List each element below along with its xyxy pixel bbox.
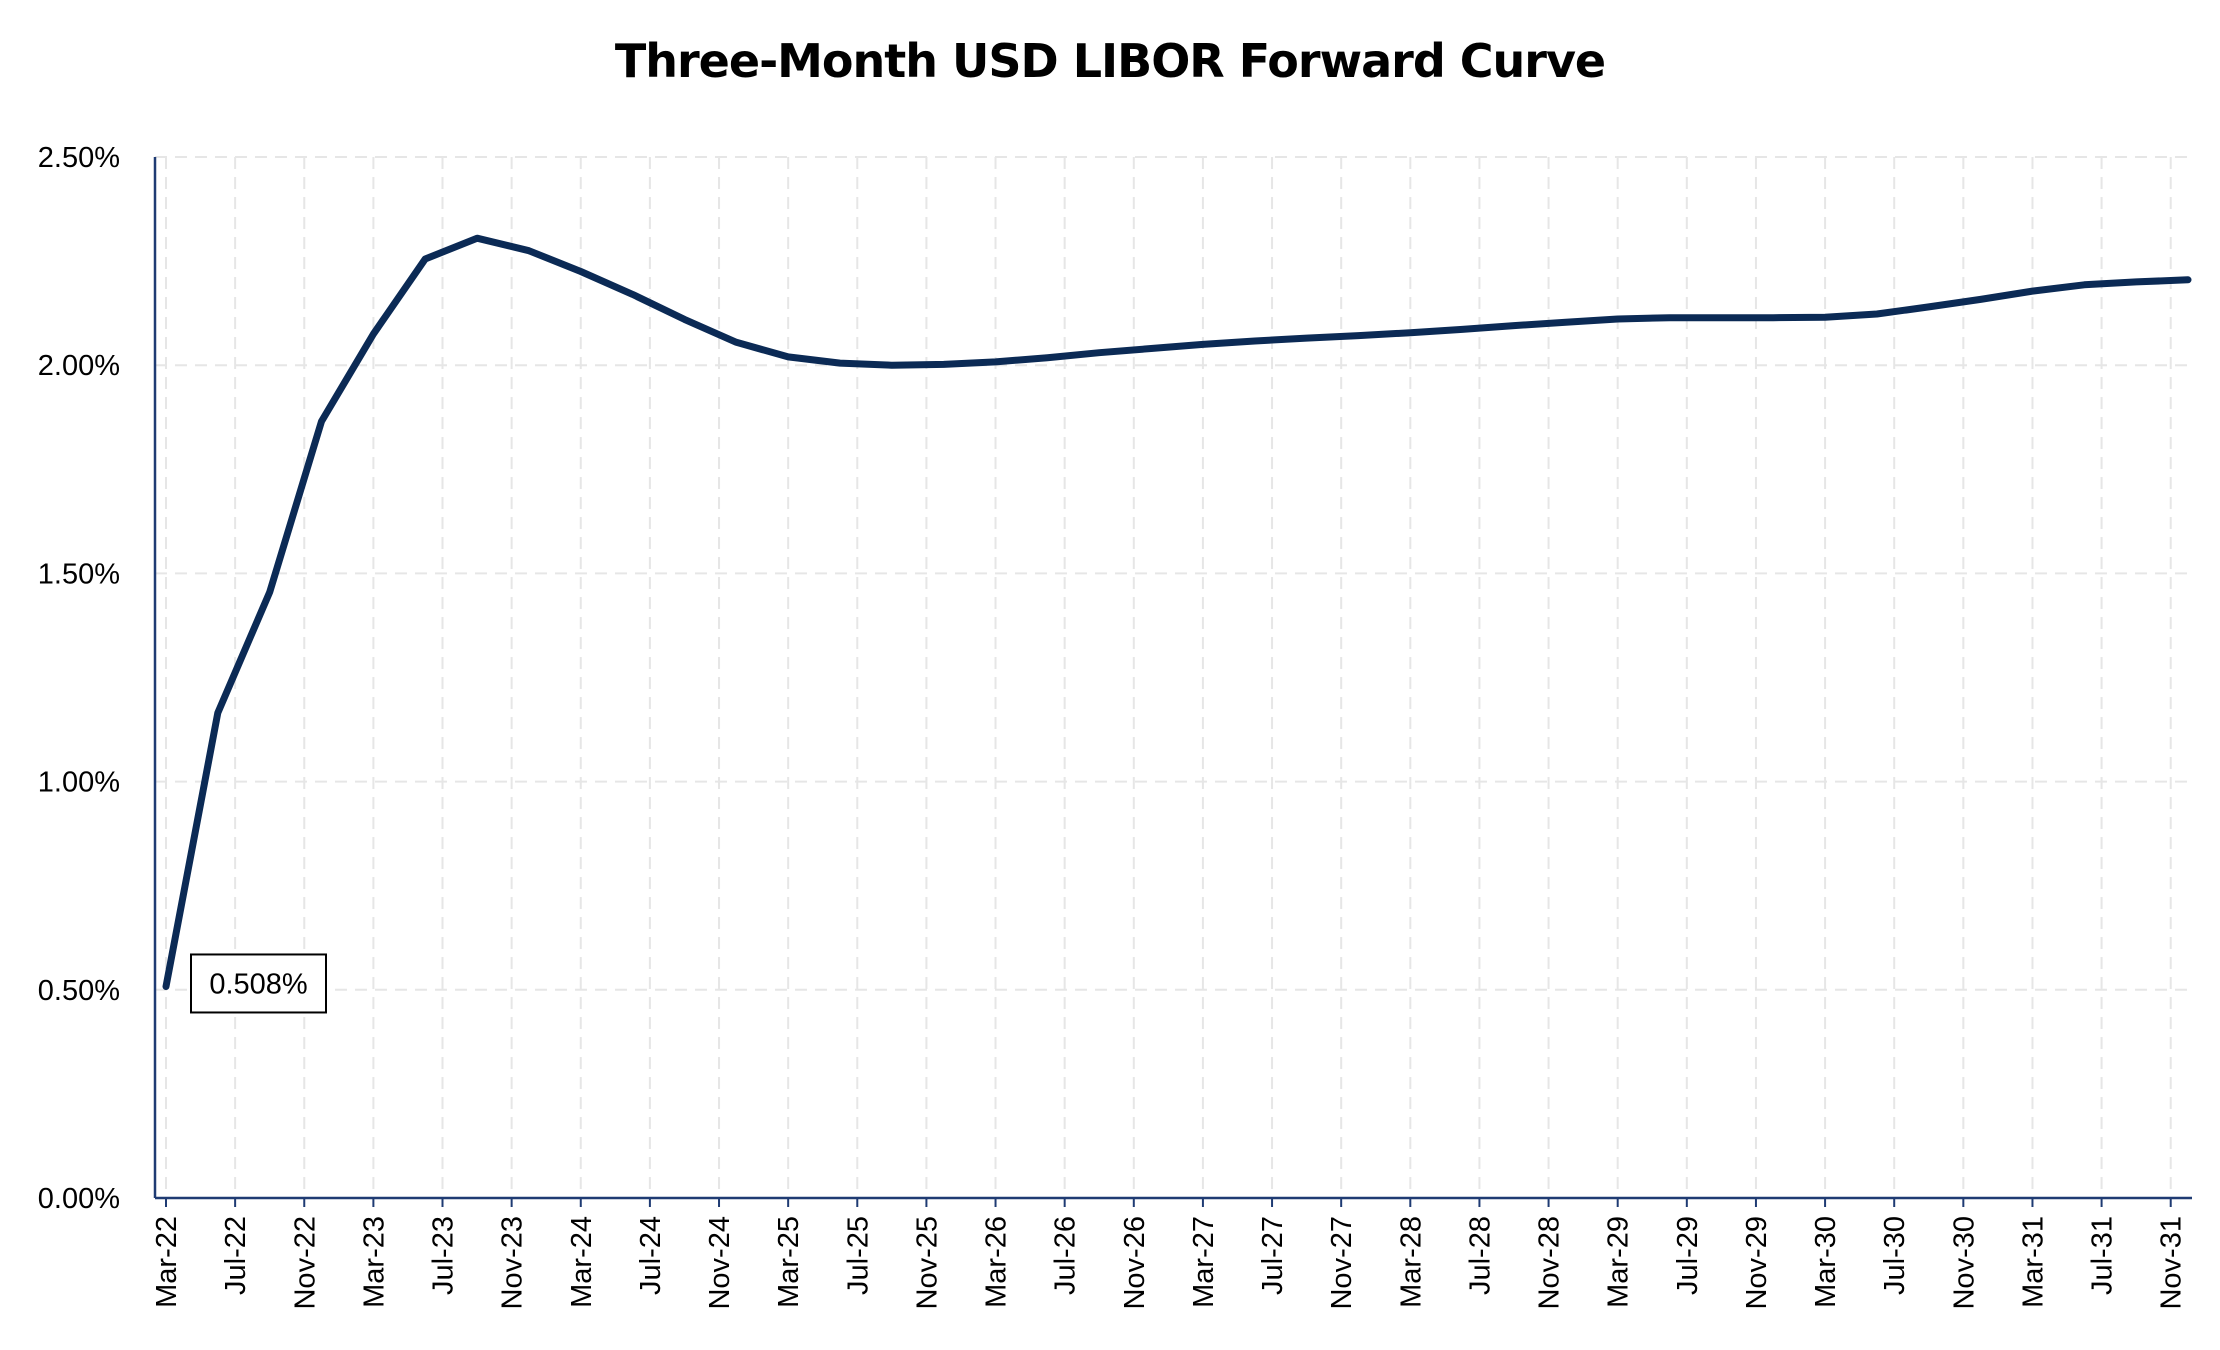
x-tick-label: Mar-23 (358, 1216, 390, 1308)
x-tick-label: Jul-25 (842, 1216, 874, 1295)
x-tick-label: Mar-30 (1810, 1216, 1842, 1308)
y-tick-label: 0.00% (38, 1183, 120, 1215)
x-tick-label: Mar-31 (2017, 1216, 2049, 1308)
x-tick-label: Jul-31 (2087, 1216, 2119, 1295)
y-tick-label: 1.00% (38, 767, 120, 799)
x-tick-label: Nov-30 (1948, 1216, 1980, 1310)
x-tick-label: Jul-26 (1050, 1216, 1082, 1295)
x-tick-label: Nov-27 (1326, 1216, 1358, 1310)
chart-title: Three-Month USD LIBOR Forward Curve (614, 34, 1606, 88)
x-tick-label: Nov-29 (1741, 1216, 1773, 1310)
x-tick-label: Mar-27 (1188, 1216, 1220, 1308)
x-tick-label: Mar-29 (1603, 1216, 1635, 1308)
x-tick-label: Mar-28 (1395, 1216, 1427, 1308)
x-tick-label: Jul-22 (220, 1216, 252, 1295)
x-tick-label: Mar-22 (151, 1216, 183, 1308)
x-tick-label: Nov-22 (289, 1216, 321, 1310)
y-tick-label: 2.00% (38, 350, 120, 382)
x-tick-label: Jul-29 (1672, 1216, 1704, 1295)
x-tick-label: Nov-24 (704, 1216, 736, 1310)
x-tick-labels: Mar-22 Jul-22 Nov-22 Mar-23 Jul-23 Nov-23 Mar-… (151, 1216, 2188, 1310)
y-tick-labels: 0.00% 0.50% 1.00% 1.50% 2.00% 2.50% (38, 142, 120, 1215)
series (162, 234, 2192, 990)
series-line (162, 234, 2192, 990)
x-tick-label: Jul-23 (428, 1216, 460, 1295)
grid-lines (155, 156, 2192, 1198)
x-tick-label: Jul-27 (1257, 1216, 1289, 1295)
x-tick-label: Jul-30 (1879, 1216, 1911, 1295)
y-tick-label: 1.50% (38, 558, 120, 590)
y-tick-label: 2.50% (38, 142, 120, 174)
x-tick-label: Jul-24 (635, 1216, 667, 1295)
axes (153, 157, 2192, 1207)
x-tick-label: Nov-28 (1534, 1216, 1566, 1310)
data-label: 0.508% (209, 968, 307, 1000)
x-tick-label: Mar-24 (566, 1216, 598, 1308)
x-tick-label: Jul-28 (1464, 1216, 1496, 1295)
x-tick-label: Mar-26 (981, 1216, 1013, 1308)
x-tick-label: Nov-26 (1119, 1216, 1151, 1310)
x-tick-label: Mar-25 (773, 1216, 805, 1308)
x-tick-label: Nov-31 (2156, 1216, 2188, 1310)
x-tick-label: Nov-25 (911, 1216, 943, 1310)
annotations: 0.508% (190, 953, 327, 1014)
x-tick-label: Nov-23 (497, 1216, 529, 1310)
data-label-box (190, 953, 327, 1014)
y-tick-label: 0.50% (38, 975, 120, 1007)
